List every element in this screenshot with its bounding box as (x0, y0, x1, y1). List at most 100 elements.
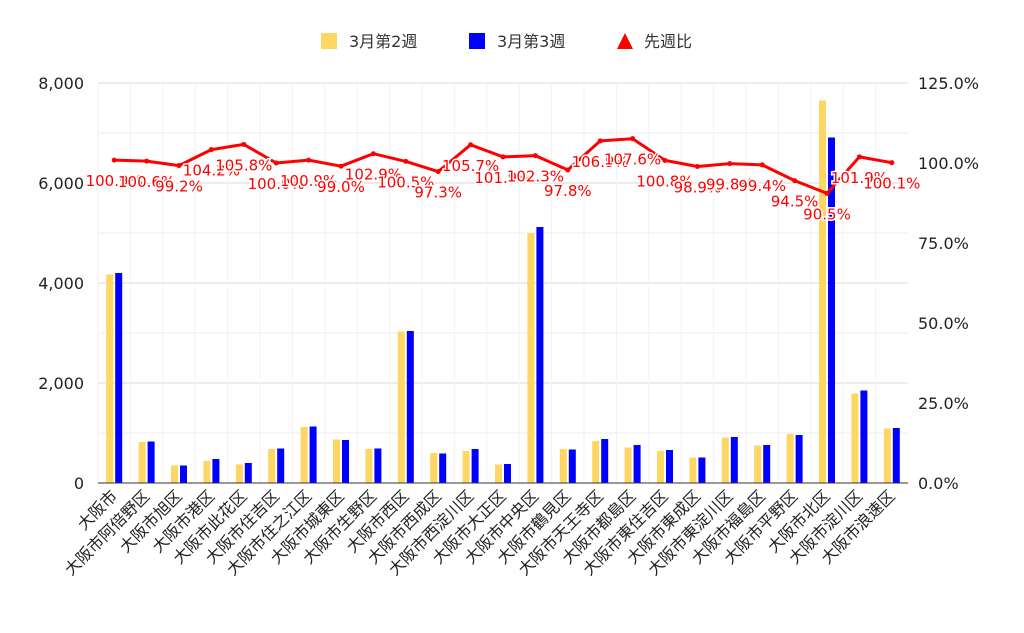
ratio-point[interactable] (759, 162, 765, 168)
right-axis-ticks: 0.0% 25.0% 50.0% 75.0% 100.0% 125.0% (918, 74, 979, 493)
bar-week2[interactable] (657, 451, 664, 483)
bar-week2[interactable] (268, 449, 276, 483)
bar-week2[interactable] (138, 442, 146, 483)
legend-item-week2[interactable]: 3月第2週 (321, 32, 417, 51)
ratio-point[interactable] (144, 158, 150, 164)
ratio-point[interactable] (468, 142, 474, 148)
bar-week2[interactable] (106, 274, 114, 484)
bar-week2[interactable] (689, 457, 697, 484)
bar-week2[interactable] (819, 100, 826, 484)
right-axis-tick-label: 25.0% (918, 394, 969, 413)
ratio-data-label: 100.6% (118, 173, 175, 191)
ratio-data-label: 99.4% (738, 177, 786, 195)
left-axis-ticks: 0 2,000 4,000 6,000 8,000 (38, 74, 84, 493)
bar-week2[interactable] (430, 453, 438, 483)
bar-week2[interactable] (365, 449, 373, 483)
bar-week3[interactable] (536, 227, 544, 483)
bar-week2[interactable] (171, 465, 178, 484)
bar-week2[interactable] (851, 393, 859, 484)
bar-week2[interactable] (624, 447, 632, 484)
ratio-point[interactable] (630, 136, 636, 142)
bar-week2[interactable] (333, 439, 340, 484)
ratio-data-label: 100.9% (280, 172, 337, 190)
bar-week2[interactable] (883, 428, 891, 484)
bar-week3[interactable] (860, 390, 868, 484)
left-axis-tick-label: 6,000 (38, 174, 84, 193)
bar-week2[interactable] (462, 451, 470, 483)
ratio-point[interactable] (824, 190, 830, 196)
bar-week2[interactable] (559, 449, 567, 483)
ratio-point[interactable] (338, 163, 344, 169)
ratio-data-label: 101.9% (474, 169, 531, 187)
ratio-point[interactable] (273, 160, 279, 166)
bar-week3[interactable] (633, 445, 641, 483)
bar-week3[interactable] (309, 426, 317, 484)
ratio-data-label: 105.7% (442, 157, 499, 175)
ratio-point[interactable] (694, 164, 700, 170)
ratio-point[interactable] (727, 161, 733, 167)
bar-week2[interactable] (592, 441, 600, 483)
ratio-point[interactable] (662, 157, 668, 163)
ratio-point[interactable] (532, 153, 538, 159)
left-axis-tick-label: 8,000 (38, 74, 84, 93)
ratio-point[interactable] (792, 178, 798, 184)
left-axis-tick-label: 0 (74, 474, 84, 493)
bar-week3[interactable] (374, 448, 382, 484)
bar-week3[interactable] (698, 457, 706, 484)
ratio-line-series (111, 136, 895, 196)
bar-week2[interactable] (235, 464, 243, 484)
ratio-data-label: 90.5% (803, 205, 851, 223)
gridlines (97, 82, 908, 483)
bar-week3[interactable] (892, 428, 900, 483)
bar-week3[interactable] (666, 450, 673, 483)
ratio-point[interactable] (241, 141, 247, 147)
bar-week2[interactable] (495, 464, 502, 484)
bar-week2[interactable] (527, 233, 535, 483)
bar-week3[interactable] (730, 437, 738, 483)
bar-week2[interactable] (721, 437, 729, 484)
ratio-data-labels: 100.9%100.6%99.2%104.2%105.8%100.0%100.9… (84, 149, 922, 225)
bar-week3[interactable] (342, 440, 349, 483)
ratio-point[interactable] (565, 167, 571, 173)
bar-week3[interactable] (147, 441, 155, 484)
bar-week3[interactable] (795, 435, 803, 483)
bar-week2[interactable] (786, 434, 794, 483)
bar-week2[interactable] (754, 445, 762, 484)
right-axis-tick-label: 100.0% (918, 154, 979, 173)
bar-week2[interactable] (397, 331, 405, 484)
ratio-point[interactable] (856, 154, 862, 160)
bar-week3[interactable] (180, 465, 187, 484)
ratio-point[interactable] (208, 147, 214, 153)
ratio-point[interactable] (435, 169, 441, 175)
ratio-point[interactable] (176, 163, 182, 169)
ratio-data-label: 100.1% (863, 175, 920, 193)
bar-week3[interactable] (244, 463, 252, 483)
bar-week3[interactable] (277, 448, 285, 484)
ratio-point[interactable] (306, 157, 312, 163)
left-axis-tick-label: 2,000 (38, 374, 84, 393)
legend-week3-swatch-icon (469, 33, 485, 49)
bar-week3[interactable] (406, 331, 414, 483)
ratio-point[interactable] (403, 158, 409, 164)
ratio-point[interactable] (111, 157, 117, 163)
legend-item-week3[interactable]: 3月第3週 (469, 32, 565, 51)
bar-week3[interactable] (504, 464, 511, 483)
bar-week3[interactable] (828, 137, 835, 484)
ratio-point[interactable] (500, 154, 506, 160)
legend-ratio-label: 先週比 (644, 32, 692, 51)
bar-week3[interactable] (212, 459, 220, 483)
bar-week3[interactable] (601, 439, 609, 483)
legend-item-ratio[interactable]: 先週比 (617, 32, 692, 51)
bar-week2[interactable] (203, 461, 211, 483)
bar-week3[interactable] (115, 273, 123, 483)
ratio-data-label: 100.0% (248, 175, 305, 193)
bar-week3[interactable] (439, 453, 447, 484)
ratio-point[interactable] (889, 160, 895, 166)
bar-week3[interactable] (471, 449, 479, 483)
ratio-point[interactable] (370, 151, 376, 157)
ratio-point[interactable] (597, 138, 603, 144)
bar-week2[interactable] (300, 427, 308, 483)
bar-week3[interactable] (763, 445, 771, 483)
bar-week3[interactable] (568, 449, 576, 484)
